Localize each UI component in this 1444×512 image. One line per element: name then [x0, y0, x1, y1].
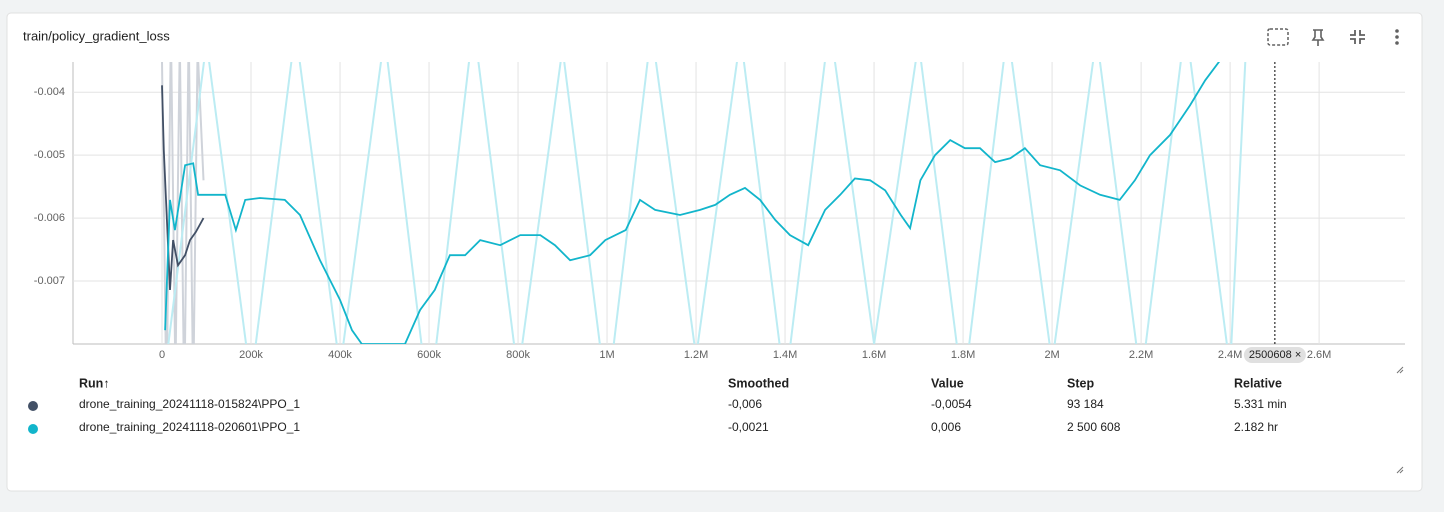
x-tick-label: 600k: [417, 349, 441, 361]
grid: [73, 62, 1405, 344]
column-header: Value: [931, 376, 964, 390]
x-tick-label: 1.4M: [773, 349, 797, 361]
table-cell: 0,006: [931, 420, 961, 434]
cursor-tag: [1243, 347, 1306, 363]
raw-line: [167, 62, 1247, 344]
card-title: train/policy_gradient_loss: [23, 28, 170, 43]
x-tick-label: 2.4M: [1218, 349, 1242, 361]
labels: -0.004 -0.005 -0.006 -0.007 0 200k 400k 600k 800…: [34, 62, 1331, 363]
x-tick-label: 800k: [506, 349, 530, 361]
table-cell: -0,006: [728, 397, 762, 411]
smoothed-line: [161, 85, 205, 290]
card: [6, 12, 1423, 492]
column-header: Run↑: [79, 376, 110, 390]
x-tick-label: 1M: [599, 349, 614, 361]
smoothed-line: [164, 62, 1221, 344]
plot-area: [161, 62, 1247, 344]
cursor-close[interactable]: ×: [1295, 349, 1301, 361]
y-tick-label: -0.006: [34, 212, 65, 224]
table-cell: -0,0054: [931, 397, 972, 411]
x-tick-label: 1.8M: [951, 349, 975, 361]
x-tick-label: 1.2M: [684, 349, 708, 361]
table-cell: drone_training_20241118-020601\PPO_1: [79, 420, 300, 434]
table-cell: -0,0021: [728, 420, 769, 434]
y-tick-label: -0.005: [34, 149, 65, 161]
table-cell: 93 184: [1067, 397, 1104, 411]
y-tick-label: -0.004: [34, 86, 65, 98]
collapse-icon[interactable]: [1350, 30, 1365, 44]
cursor-tag-label: 2500608: [1249, 349, 1292, 361]
y-tick-label: -0.007: [34, 275, 65, 287]
fit-icon[interactable]: [1267, 28, 1289, 46]
column-header: Smoothed: [728, 376, 789, 390]
x-tick-label: 2.2M: [1129, 349, 1153, 361]
table-cell: 2 500 608: [1067, 420, 1121, 434]
table-cell: drone_training_20241118-015824\PPO_1: [79, 397, 300, 411]
resize-handle[interactable]: [1396, 466, 1404, 474]
run-color: [28, 401, 38, 411]
column-header: Step: [1067, 376, 1094, 390]
column-header: Relative: [1234, 376, 1282, 390]
table-cell: 2.182 hr: [1234, 420, 1278, 434]
table-cell: 5.331 min: [1234, 397, 1287, 411]
menu-icon[interactable]: [1395, 29, 1399, 45]
x-tick-label: 2.6M: [1307, 349, 1331, 361]
x-tick-label: 200k: [239, 349, 263, 361]
x-tick-label: 400k: [328, 349, 352, 361]
x-tick-label: 2M: [1044, 349, 1059, 361]
run-color: [28, 424, 38, 434]
x-tick-label: 1.6M: [862, 349, 886, 361]
x-tick-label: 0: [159, 349, 165, 361]
pin-icon[interactable]: [1311, 29, 1325, 46]
resize-handle[interactable]: [1396, 366, 1404, 374]
